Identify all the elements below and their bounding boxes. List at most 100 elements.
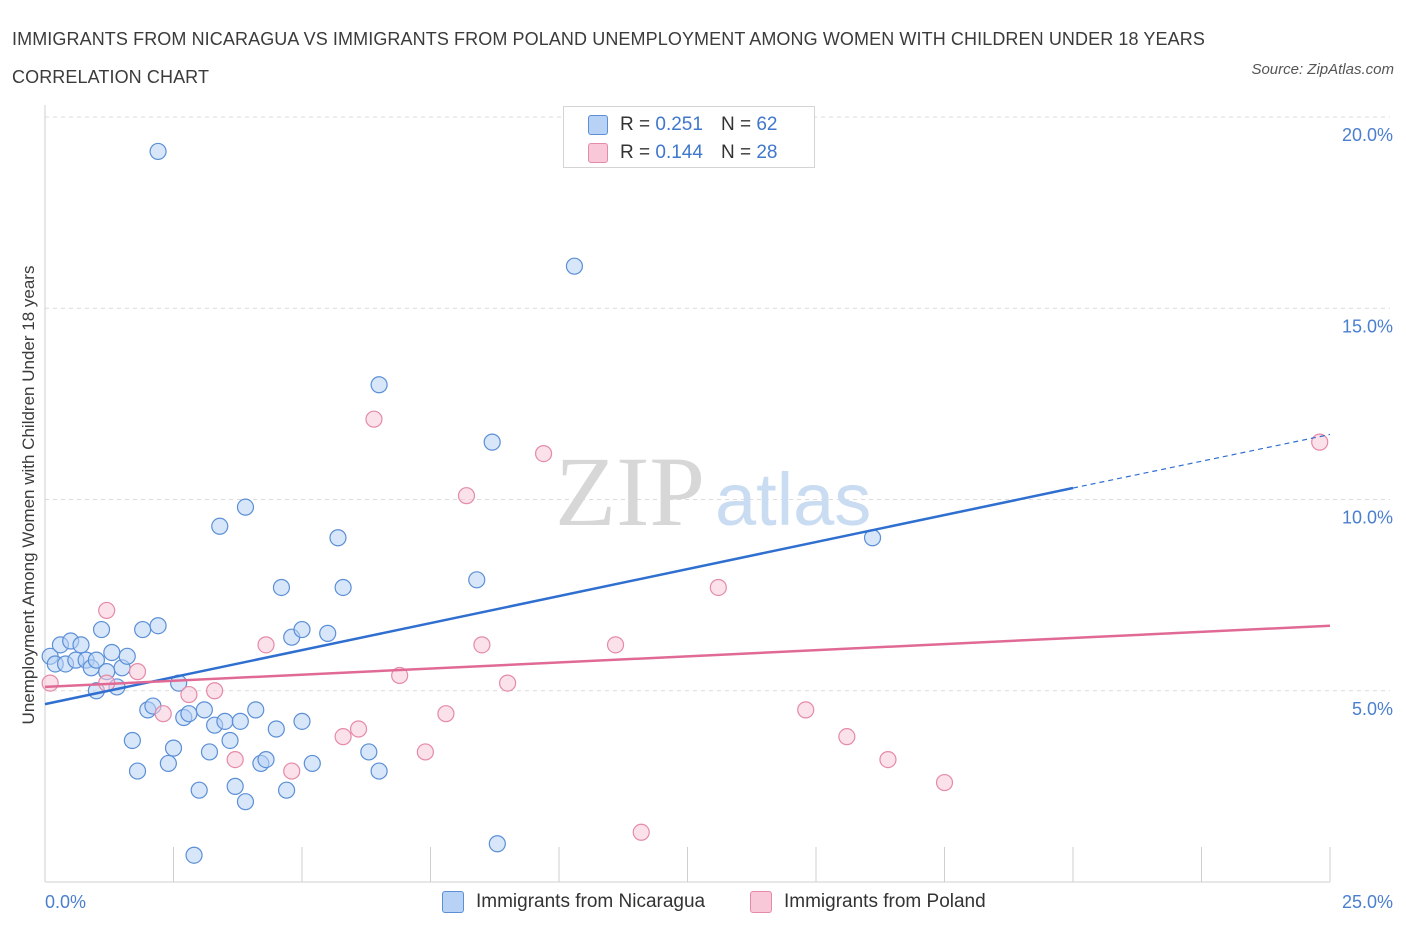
point-poland	[416, 743, 434, 761]
legend-n-value-nicaragua: 62	[756, 114, 778, 135]
point-poland	[534, 445, 553, 463]
point-nicaragua	[185, 846, 203, 864]
point-nicaragua	[267, 720, 285, 738]
chart-title: IMMIGRANTS FROM NICARAGUA VS IMMIGRANTS …	[12, 29, 1205, 87]
point-poland	[457, 487, 476, 505]
legend-n-value-poland: 28	[756, 142, 778, 163]
point-poland	[180, 685, 198, 704]
point-nicaragua	[190, 781, 208, 799]
point-poland	[606, 636, 625, 654]
point-nicaragua	[293, 712, 311, 730]
point-poland	[154, 705, 172, 723]
point-nicaragua	[272, 578, 291, 597]
point-nicaragua	[468, 571, 486, 589]
grid-lines	[45, 116, 1390, 692]
point-nicaragua	[293, 620, 311, 639]
point-poland	[838, 728, 856, 746]
point-nicaragua	[128, 762, 147, 780]
point-nicaragua	[247, 701, 265, 719]
legend-n-label: N =	[720, 114, 752, 135]
axes	[44, 105, 1331, 883]
stats-legend: R = 0.251 N = 62 R = 0.144 N = 28	[563, 106, 815, 168]
point-nicaragua	[164, 739, 183, 757]
point-poland	[879, 750, 897, 769]
legend-r-label: R =	[620, 114, 651, 135]
point-poland	[935, 773, 954, 792]
trend-line-poland	[44, 624, 1331, 689]
point-nicaragua	[231, 712, 249, 730]
point-poland	[797, 701, 815, 719]
legend-row-nicaragua: R = 0.251 N = 62	[588, 111, 777, 139]
point-nicaragua	[200, 743, 219, 761]
point-nicaragua	[92, 620, 111, 639]
point-nicaragua	[257, 750, 275, 769]
legend-r-value-poland: 0.144	[655, 142, 703, 163]
point-nicaragua	[103, 643, 121, 662]
y-tick-label: 5.0%	[1352, 699, 1393, 719]
point-nicaragua	[195, 701, 213, 719]
x-tick-label: 25.0%	[1342, 892, 1393, 912]
point-poland	[41, 674, 59, 692]
point-nicaragua	[370, 762, 388, 780]
bottom-legend-label-nicaragua: Immigrants from Nicaragua	[476, 891, 706, 912]
bottom-legend-swatch-poland	[750, 891, 772, 913]
point-poland	[1311, 433, 1329, 451]
point-poland	[334, 728, 352, 746]
legend-row-poland: R = 0.144 N = 28	[588, 139, 777, 167]
point-poland	[128, 663, 147, 681]
legend-swatch-nicaragua	[588, 115, 608, 135]
point-nicaragua	[360, 743, 378, 761]
x-tick-label: 0.0%	[45, 892, 86, 912]
trend-lines	[44, 433, 1331, 706]
point-nicaragua	[277, 781, 296, 799]
point-nicaragua	[118, 647, 136, 665]
watermark-zip: ZIP	[555, 436, 705, 547]
point-poland	[206, 682, 224, 700]
point-nicaragua	[149, 617, 167, 635]
legend-swatch-poland	[588, 143, 608, 163]
point-nicaragua	[211, 517, 229, 535]
series-nicaragua-points	[41, 142, 882, 864]
point-nicaragua	[236, 498, 255, 516]
point-nicaragua	[483, 433, 501, 451]
bottom-legend-label-poland: Immigrants from Poland	[784, 891, 986, 912]
point-nicaragua	[334, 578, 352, 597]
point-nicaragua	[370, 376, 388, 394]
y-tick-label: 10.0%	[1342, 508, 1393, 528]
point-nicaragua	[329, 529, 347, 547]
legend-n-label: N =	[720, 142, 752, 163]
point-poland	[709, 578, 727, 597]
point-poland	[98, 601, 116, 620]
series-poland-points	[41, 410, 1329, 841]
point-poland	[437, 705, 455, 723]
point-nicaragua	[221, 731, 239, 750]
trend-line-nicaragua	[44, 486, 1074, 706]
point-nicaragua	[87, 651, 106, 669]
point-poland	[349, 720, 368, 738]
point-nicaragua	[565, 257, 584, 275]
point-nicaragua	[159, 754, 177, 773]
point-nicaragua	[216, 712, 234, 730]
bottom-legend-poland: Immigrants from Poland	[750, 888, 986, 916]
watermark-atlas: atlas	[715, 458, 871, 541]
point-poland	[283, 762, 301, 780]
point-poland	[499, 674, 517, 692]
bottom-legend-swatch-nicaragua	[442, 891, 464, 913]
point-nicaragua	[236, 793, 255, 811]
point-poland	[365, 410, 383, 428]
point-nicaragua	[180, 705, 198, 723]
point-nicaragua	[303, 754, 321, 773]
y-tick-label: 20.0%	[1342, 125, 1393, 145]
tick-labels: 5.0% 10.0% 15.0% 20.0% 0.0% 25.0%	[45, 125, 1393, 912]
point-nicaragua	[226, 777, 244, 795]
point-nicaragua	[319, 624, 337, 642]
y-axis-label: Unemployment Among Women with Children U…	[19, 266, 38, 725]
y-tick-label: 15.0%	[1342, 316, 1393, 336]
legend-r-label: R =	[620, 142, 651, 163]
point-poland	[226, 750, 244, 769]
trend-line-nicaragua-extension	[1072, 433, 1331, 489]
point-nicaragua	[149, 142, 167, 161]
legend-r-value-nicaragua: 0.251	[655, 114, 703, 135]
chart-source: Source: ZipAtlas.com	[1251, 61, 1394, 78]
point-nicaragua	[123, 731, 141, 750]
